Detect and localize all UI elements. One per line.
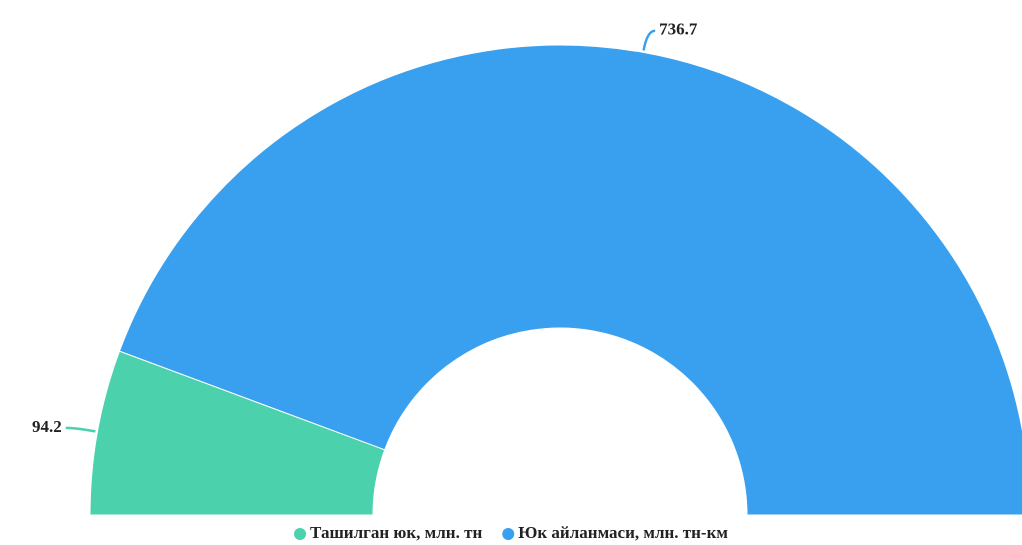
- slice: [118, 44, 1022, 516]
- legend-label: Юк айланмаси, млн. тн-км: [518, 523, 728, 542]
- legend-marker: [294, 528, 307, 540]
- legend-label: Ташилган юк, млн. тн: [310, 523, 482, 542]
- label-line: [642, 29, 656, 51]
- label-line: [65, 426, 96, 433]
- value-label: 94.2: [32, 417, 62, 436]
- value-label: 736.7: [659, 20, 698, 39]
- legend-marker: [502, 528, 515, 540]
